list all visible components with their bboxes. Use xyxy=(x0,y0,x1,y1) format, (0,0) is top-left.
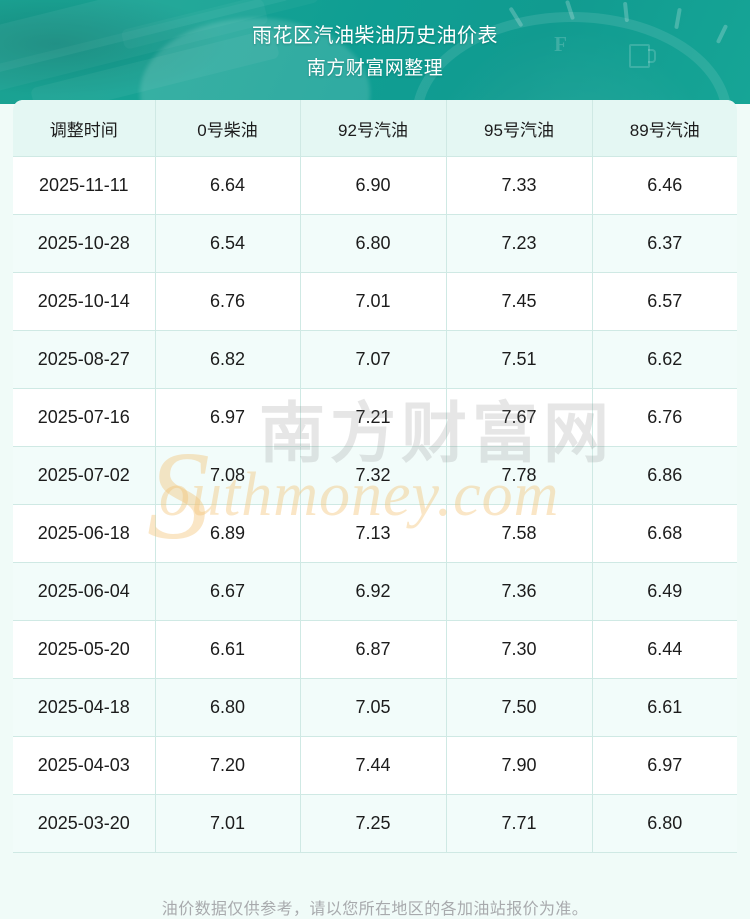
banner-title-group: 雨花区汽油柴油历史油价表 南方财富网整理 xyxy=(0,0,750,82)
cell-date: 2025-03-20 xyxy=(13,794,156,853)
price-table-container: 南方财富网 S outhmoney.com 调整时间 0号柴油 92号汽油 95… xyxy=(13,100,737,919)
cell-diesel-0: 7.08 xyxy=(155,446,301,505)
cell-petrol-89: 6.37 xyxy=(592,214,737,273)
cell-date: 2025-10-14 xyxy=(13,272,156,331)
cell-date: 2025-06-04 xyxy=(13,562,156,621)
page-title: 雨花区汽油柴油历史油价表 xyxy=(252,25,498,47)
cell-petrol-95: 7.78 xyxy=(446,446,593,505)
table-body: 2025-11-11 6.64 6.90 7.33 6.46 2025-10-2… xyxy=(13,156,737,853)
table-row: 2025-10-28 6.54 6.80 7.23 6.37 xyxy=(13,214,737,273)
table-header-row: 调整时间 0号柴油 92号汽油 95号汽油 89号汽油 xyxy=(13,100,737,157)
cell-petrol-89: 6.76 xyxy=(592,388,737,447)
disclaimer-text: 油价数据仅供参考，请以您所在地区的各加油站报价为准。 xyxy=(161,901,589,918)
table-row: 2025-10-14 6.76 7.01 7.45 6.57 xyxy=(13,272,737,331)
cell-petrol-95: 7.51 xyxy=(446,330,593,389)
cell-petrol-89: 6.57 xyxy=(592,272,737,331)
cell-petrol-92: 7.07 xyxy=(300,330,447,389)
cell-diesel-0: 6.64 xyxy=(155,156,301,215)
cell-petrol-95: 7.50 xyxy=(446,678,593,737)
cell-date: 2025-06-18 xyxy=(13,504,156,563)
column-header-date: 调整时间 xyxy=(13,100,156,157)
cell-petrol-95: 7.36 xyxy=(446,562,593,621)
cell-diesel-0: 6.89 xyxy=(155,504,301,563)
cell-diesel-0: 6.82 xyxy=(155,330,301,389)
cell-diesel-0: 6.80 xyxy=(155,678,301,737)
cell-date: 2025-11-11 xyxy=(13,156,156,215)
cell-diesel-0: 6.67 xyxy=(155,562,301,621)
cell-petrol-92: 7.13 xyxy=(300,504,447,563)
column-header-petrol-89: 89号汽油 xyxy=(592,100,737,157)
cell-petrol-89: 6.86 xyxy=(592,446,737,505)
cell-diesel-0: 7.20 xyxy=(155,736,301,795)
cell-date: 2025-04-03 xyxy=(13,736,156,795)
cell-petrol-89: 6.68 xyxy=(592,504,737,563)
cell-petrol-95: 7.67 xyxy=(446,388,593,447)
cell-diesel-0: 6.76 xyxy=(155,272,301,331)
page-subtitle: 南方财富网整理 xyxy=(306,58,444,79)
cell-date: 2025-07-02 xyxy=(13,446,156,505)
cell-petrol-89: 6.44 xyxy=(592,620,737,679)
cell-petrol-89: 6.49 xyxy=(592,562,737,621)
column-header-diesel-0: 0号柴油 xyxy=(155,100,301,157)
cell-diesel-0: 7.01 xyxy=(155,794,301,853)
cell-petrol-95: 7.45 xyxy=(446,272,593,331)
cell-petrol-89: 6.97 xyxy=(592,736,737,795)
cell-petrol-89: 6.61 xyxy=(592,678,737,737)
table-header: 调整时间 0号柴油 92号汽油 95号汽油 89号汽油 xyxy=(13,100,737,157)
cell-date: 2025-08-27 xyxy=(13,330,156,389)
cell-petrol-92: 6.80 xyxy=(300,214,447,273)
cell-diesel-0: 6.54 xyxy=(155,214,301,273)
column-header-petrol-95: 95号汽油 xyxy=(446,100,593,157)
fuel-price-history-table: 调整时间 0号柴油 92号汽油 95号汽油 89号汽油 2025-11-11 6… xyxy=(13,100,737,853)
cell-petrol-92: 7.25 xyxy=(300,794,447,853)
table-row: 2025-08-27 6.82 7.07 7.51 6.62 xyxy=(13,330,737,389)
cell-date: 2025-04-18 xyxy=(13,678,156,737)
cell-petrol-89: 6.46 xyxy=(592,156,737,215)
table-row: 2025-06-04 6.67 6.92 7.36 6.49 xyxy=(13,562,737,621)
cell-petrol-95: 7.71 xyxy=(446,794,593,853)
cell-petrol-95: 7.58 xyxy=(446,504,593,563)
cell-petrol-92: 7.01 xyxy=(300,272,447,331)
cell-petrol-92: 7.32 xyxy=(300,446,447,505)
cell-petrol-89: 6.62 xyxy=(592,330,737,389)
cell-diesel-0: 6.97 xyxy=(155,388,301,447)
cell-petrol-92: 6.87 xyxy=(300,620,447,679)
column-header-petrol-92: 92号汽油 xyxy=(300,100,447,157)
cell-petrol-92: 7.05 xyxy=(300,678,447,737)
cell-petrol-95: 7.90 xyxy=(446,736,593,795)
cell-petrol-95: 7.30 xyxy=(446,620,593,679)
table-row: 2025-04-18 6.80 7.05 7.50 6.61 xyxy=(13,678,737,737)
table-row: 2025-07-16 6.97 7.21 7.67 6.76 xyxy=(13,388,737,447)
table-row: 2025-06-18 6.89 7.13 7.58 6.68 xyxy=(13,504,737,563)
cell-petrol-89: 6.80 xyxy=(592,794,737,853)
cell-petrol-92: 6.92 xyxy=(300,562,447,621)
cell-petrol-95: 7.23 xyxy=(446,214,593,273)
cell-petrol-95: 7.33 xyxy=(446,156,593,215)
cell-date: 2025-10-28 xyxy=(13,214,156,273)
cell-petrol-92: 7.44 xyxy=(300,736,447,795)
cell-petrol-92: 7.21 xyxy=(300,388,447,447)
table-row: 2025-11-11 6.64 6.90 7.33 6.46 xyxy=(13,156,737,215)
page-header-banner: F 雨花区汽油柴油历史油价表 南方财富网整理 xyxy=(0,0,750,104)
cell-date: 2025-07-16 xyxy=(13,388,156,447)
table-row: 2025-04-03 7.20 7.44 7.90 6.97 xyxy=(13,736,737,795)
table-row: 2025-05-20 6.61 6.87 7.30 6.44 xyxy=(13,620,737,679)
cell-date: 2025-05-20 xyxy=(13,620,156,679)
cell-diesel-0: 6.61 xyxy=(155,620,301,679)
table-row: 2025-07-02 7.08 7.32 7.78 6.86 xyxy=(13,446,737,505)
cell-petrol-92: 6.90 xyxy=(300,156,447,215)
table-row: 2025-03-20 7.01 7.25 7.71 6.80 xyxy=(13,794,737,853)
